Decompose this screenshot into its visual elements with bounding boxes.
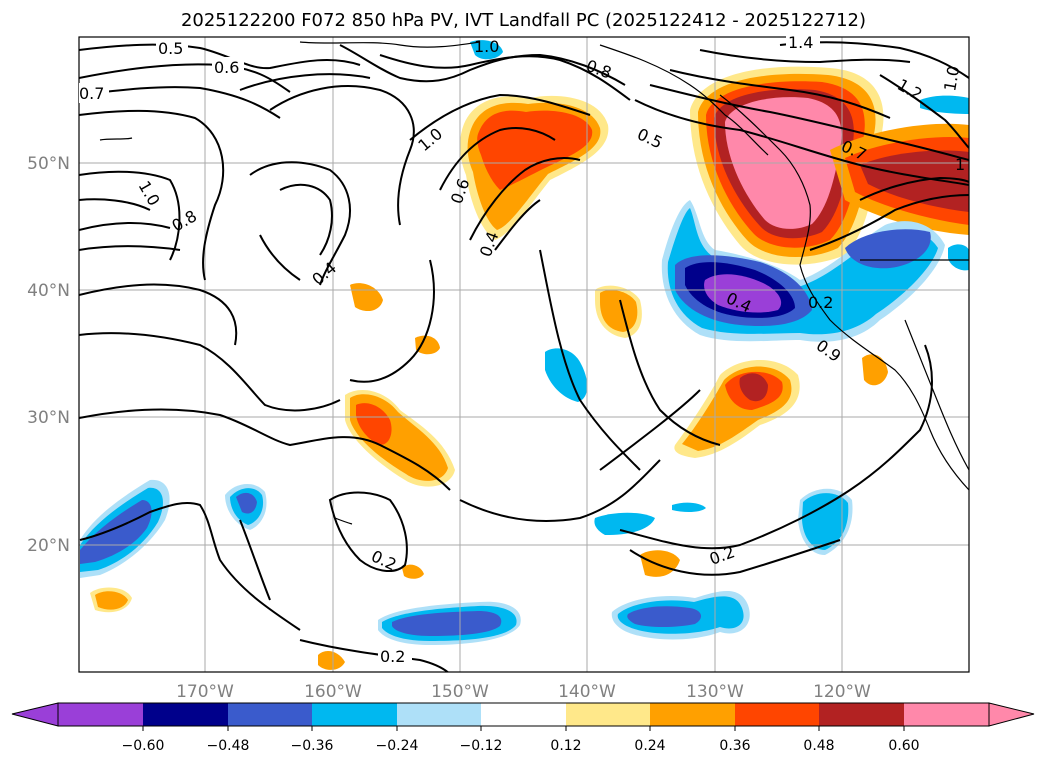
colorbar-tick: 0.36 bbox=[719, 738, 750, 754]
colorbar-tick: −0.48 bbox=[207, 738, 250, 754]
pv-contours bbox=[79, 41, 969, 672]
colorbar-bin bbox=[904, 703, 989, 726]
lon-label-140w: 140°W bbox=[558, 682, 616, 702]
colorbar-bin bbox=[143, 703, 228, 726]
svg-text:0.2: 0.2 bbox=[380, 647, 405, 666]
colorbar-tick: −0.12 bbox=[460, 738, 503, 754]
colorbar-bin bbox=[481, 703, 566, 726]
pv-negative-offshore-california bbox=[661, 200, 945, 342]
svg-text:0.2: 0.2 bbox=[808, 293, 833, 312]
latitude-labels: 50°N 40°N 30°N 20°N bbox=[27, 154, 70, 556]
lat-label-50n: 50°N bbox=[27, 154, 70, 174]
map-title: 2025122200 F072 850 hPa PV, IVT Landfall… bbox=[180, 10, 867, 31]
colorbar-tick: 0.48 bbox=[803, 738, 834, 754]
colorbar-bin bbox=[228, 703, 312, 726]
colorbar-bin bbox=[650, 703, 735, 726]
colorbar-tick: 0.24 bbox=[634, 738, 665, 754]
colorbar-bin bbox=[397, 703, 481, 726]
colorbar-bin bbox=[312, 703, 397, 726]
lon-label-120w: 120°W bbox=[813, 682, 871, 702]
colorbar-bin bbox=[819, 703, 904, 726]
svg-text:0.6: 0.6 bbox=[214, 58, 239, 77]
colorbar-lower-extension bbox=[11, 702, 59, 727]
colorbar-tick: −0.24 bbox=[376, 738, 419, 754]
colorbar-bin bbox=[735, 703, 819, 726]
colorbar-tick: 0.60 bbox=[888, 738, 919, 754]
colorbar-bin bbox=[58, 703, 143, 726]
svg-text:0.5: 0.5 bbox=[158, 39, 183, 58]
lat-label-40n: 40°N bbox=[27, 281, 70, 301]
longitude-labels: 170°W 160°W 150°W 140°W 130°W 120°W bbox=[176, 682, 871, 702]
lat-label-20n: 20°N bbox=[27, 536, 70, 556]
svg-text:1.4: 1.4 bbox=[788, 33, 813, 52]
colorbar-tick: 0.12 bbox=[550, 738, 581, 754]
svg-text:0.7: 0.7 bbox=[79, 84, 104, 103]
svg-text:1.0: 1.0 bbox=[940, 64, 963, 92]
colorbar-tick: −0.36 bbox=[291, 738, 334, 754]
colorbar-bin bbox=[566, 703, 650, 726]
pv-positive-northeast-pacific bbox=[690, 66, 884, 265]
lon-label-130w: 130°W bbox=[686, 682, 744, 702]
lon-label-170w: 170°W bbox=[176, 682, 234, 702]
lat-label-30n: 30°N bbox=[27, 408, 70, 428]
lon-label-160w: 160°W bbox=[304, 682, 362, 702]
colorbar-tick: −0.60 bbox=[122, 738, 165, 754]
colorbar-upper-extension bbox=[988, 702, 1035, 727]
colorbar: −0.60 −0.48 −0.36 −0.24 −0.12 0.12 0.24 … bbox=[11, 702, 1035, 754]
lon-label-150w: 150°W bbox=[431, 682, 489, 702]
svg-text:1.0: 1.0 bbox=[474, 37, 499, 56]
map-frame bbox=[78, 36, 970, 673]
svg-text:1: 1 bbox=[955, 155, 965, 174]
